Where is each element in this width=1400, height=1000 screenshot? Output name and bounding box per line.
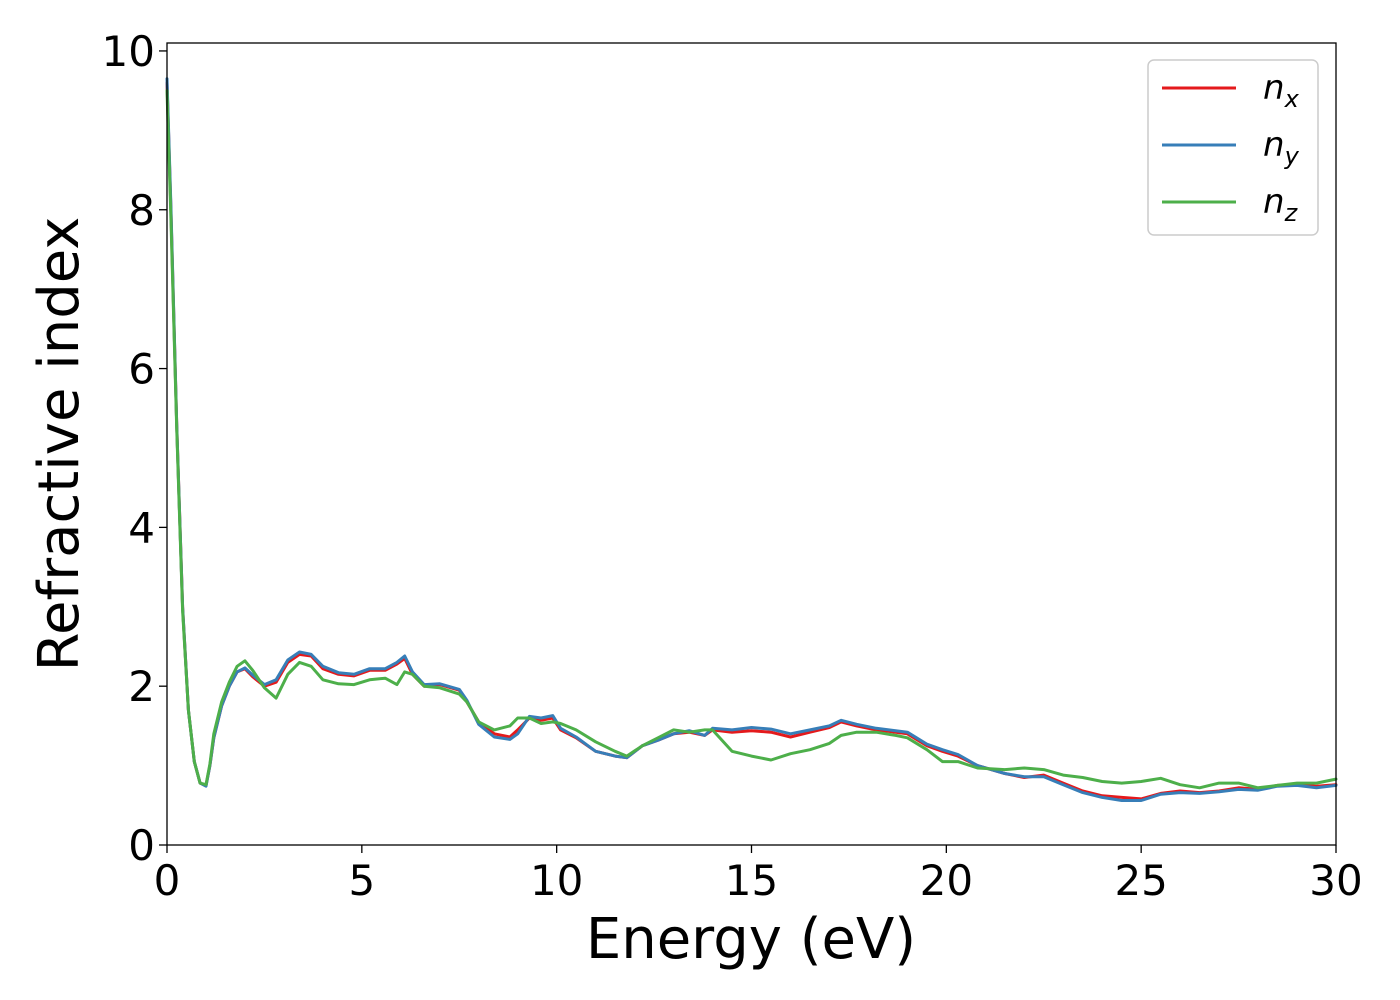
y-tick-label: 0 <box>128 821 155 870</box>
y-tick-label: 4 <box>128 503 155 552</box>
x-tick-label: 20 <box>920 856 973 905</box>
y-tick-label: 6 <box>128 345 155 394</box>
legend-label-z: nz <box>1263 182 1299 227</box>
y-axis: 0 2 4 6 8 10 <box>102 27 167 870</box>
legend: nx ny nz <box>1147 59 1319 236</box>
y-tick-label: 2 <box>128 662 155 711</box>
x-tick-label: 15 <box>725 856 778 905</box>
x-tick-label: 5 <box>348 856 375 905</box>
x-tick-label: 30 <box>1309 856 1362 905</box>
series-layer <box>165 77 1338 802</box>
y-axis-label: Refractive index <box>27 217 92 672</box>
y-tick-label: 10 <box>102 27 155 76</box>
series-line-y <box>165 77 1338 802</box>
y-tick-label: 8 <box>128 186 155 235</box>
x-tick-label: 10 <box>530 856 583 905</box>
x-tick-label: 25 <box>1114 856 1167 905</box>
x-tick-label: 0 <box>154 856 181 905</box>
series-line-z <box>165 89 1338 790</box>
legend-label-x: nx <box>1263 68 1300 113</box>
x-axis: 0 5 10 15 20 25 30 <box>154 845 1363 905</box>
legend-box <box>1147 59 1319 236</box>
legend-label-y: ny <box>1263 125 1300 170</box>
x-axis-label: Energy (eV) <box>586 907 916 972</box>
